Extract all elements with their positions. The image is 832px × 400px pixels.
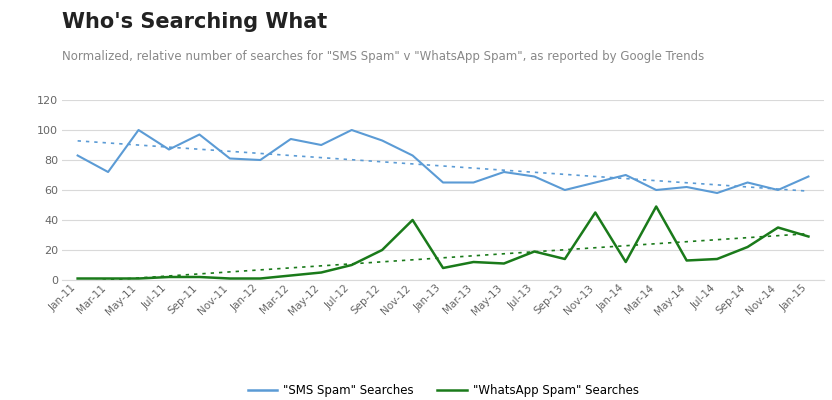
Legend: "SMS Spam" Searches, "WhatsApp Spam" Searches: "SMS Spam" Searches, "WhatsApp Spam" Sea… <box>243 380 643 400</box>
Text: Who's Searching What: Who's Searching What <box>62 12 328 32</box>
Text: Normalized, relative number of searches for "SMS Spam" v "WhatsApp Spam", as rep: Normalized, relative number of searches … <box>62 50 705 63</box>
